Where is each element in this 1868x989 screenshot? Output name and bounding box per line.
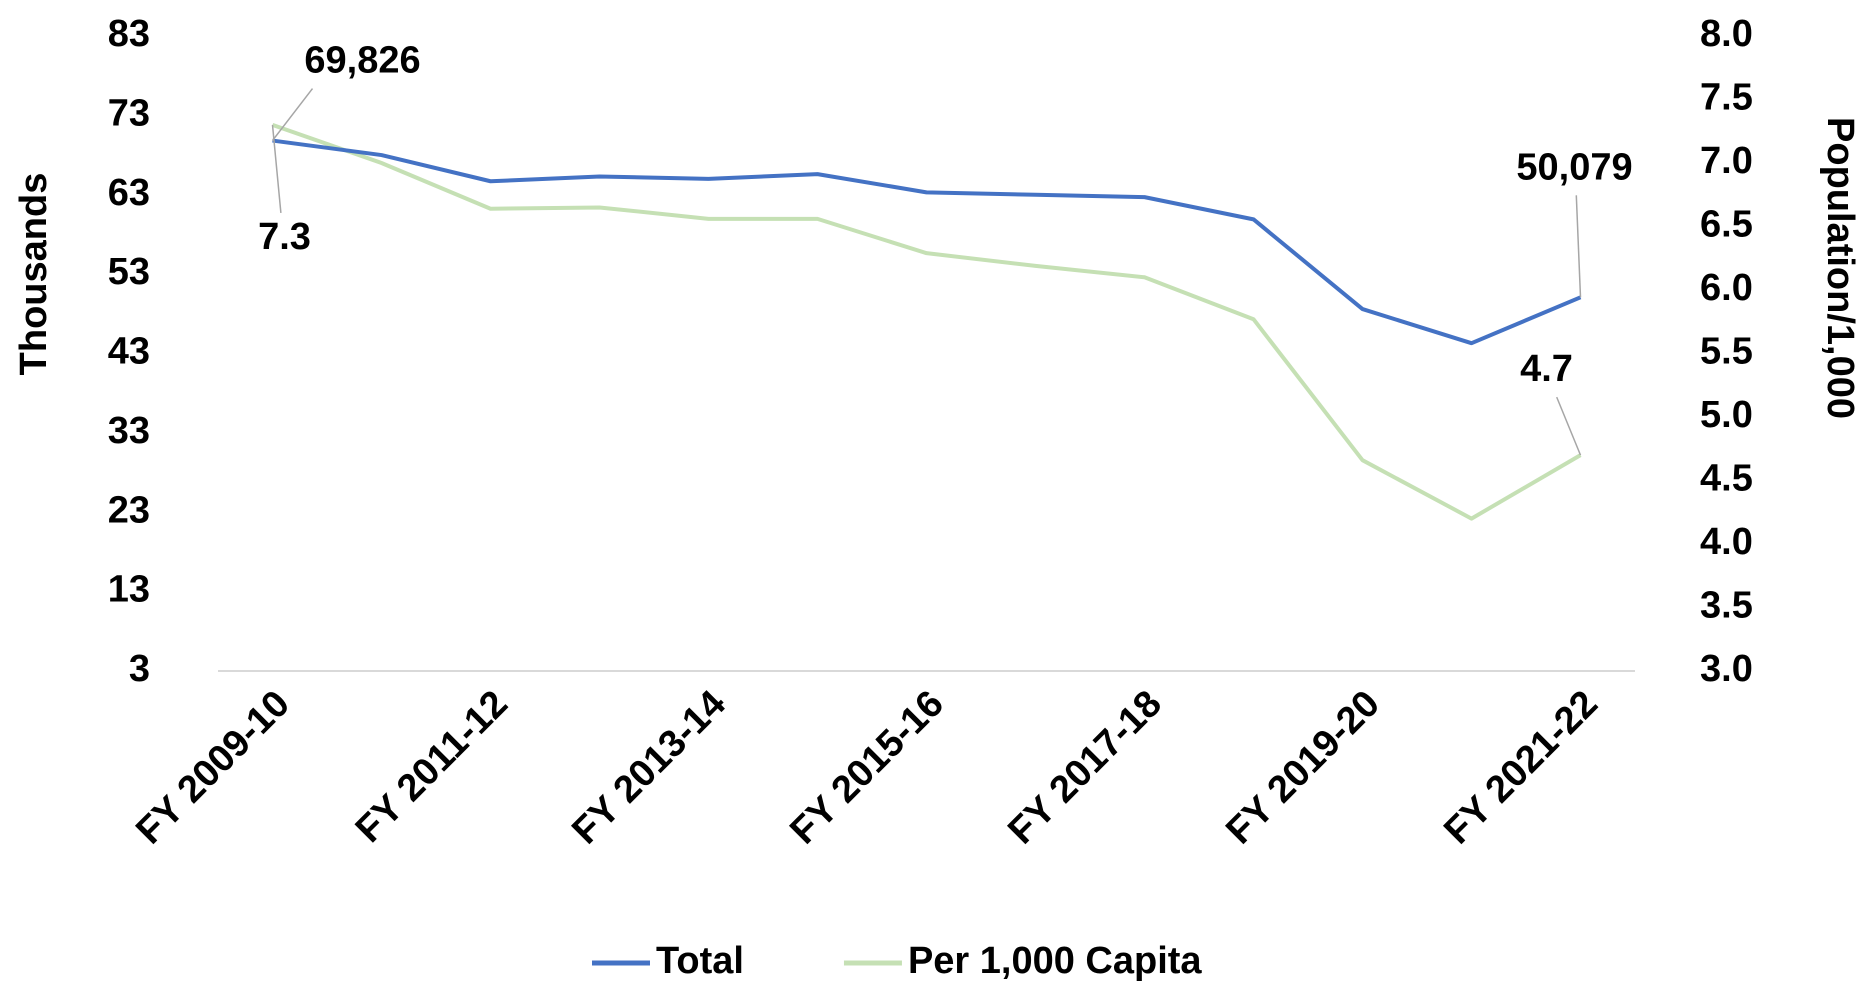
leader-line [1575,195,1582,298]
leader-line [271,124,282,213]
y2-tick-label: 3.0 [1700,648,1753,690]
data-label: 4.7 [1520,348,1573,390]
x-tick-label: FY 2017-18 [1000,683,1170,853]
y-tick-label: 3 [129,648,150,690]
x-tick-label: FY 2013-14 [564,683,734,853]
x-tick-label: FY 2019-20 [1218,683,1388,853]
y-tick-label: 13 [108,569,150,611]
data-label: 69,826 [304,40,420,82]
y2-tick-label: 6.0 [1700,267,1753,309]
leader-line [1556,396,1582,456]
y2-tick-label: 8.0 [1700,13,1753,55]
y2-tick-label: 4.0 [1700,521,1753,563]
y2-tick-label: 7.0 [1700,140,1753,182]
y-tick-label: 23 [108,489,150,531]
y-tick-label: 63 [108,172,150,214]
y2-tick-label: 7.5 [1700,77,1753,119]
data-label: 7.3 [258,216,311,258]
y2-tick-label: 5.5 [1700,331,1753,373]
x-tick-label: FY 2021-22 [1436,683,1606,853]
y-tick-label: 43 [108,331,150,373]
y2-axis-title: Population/1,000 [1819,117,1861,419]
legend-label: Total [656,940,744,982]
y2-tick-label: 6.5 [1700,204,1753,246]
legend-label: Per 1,000 Capita [908,940,1202,982]
y-tick-label: 73 [108,92,150,134]
data-label: 50,079 [1516,146,1632,188]
x-tick-label: FY 2011-12 [348,683,516,851]
y-tick-label: 33 [108,410,150,452]
y2-tick-label: 3.5 [1700,585,1753,627]
x-tick-label: FY 2015-16 [782,683,952,853]
series-line [271,123,1582,521]
leader-line [271,88,314,142]
x-tick-label: FY 2009-10 [128,683,298,853]
y2-tick-label: 4.5 [1700,458,1753,500]
series-line [272,138,1582,346]
y-tick-label: 53 [108,251,150,293]
y2-tick-label: 5.0 [1700,394,1753,436]
y-tick-label: 83 [108,13,150,55]
y-axis-title: Thousands [13,173,55,376]
